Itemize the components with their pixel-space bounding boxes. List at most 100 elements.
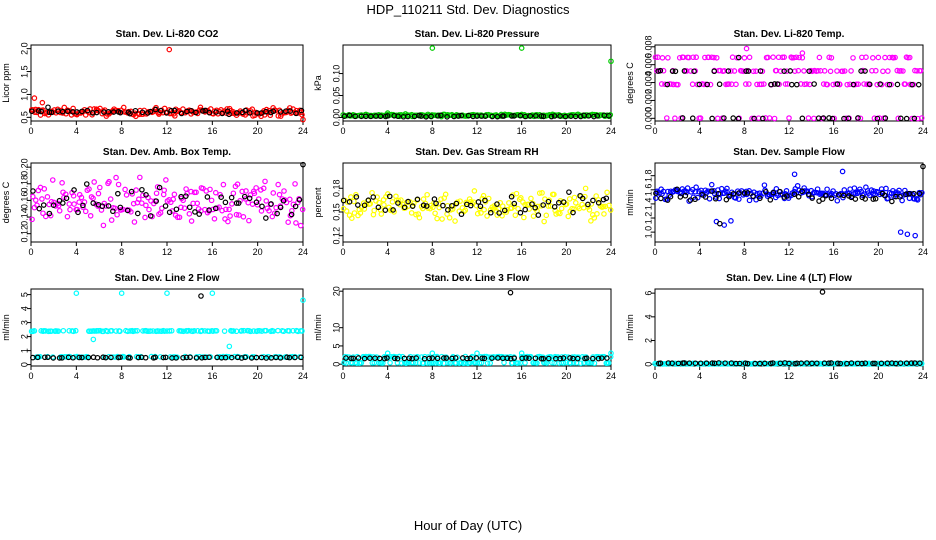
data-point [94,354,101,361]
data-point [526,355,532,362]
data-point [799,50,806,56]
panel-title: Stan. Dev. Line 3 Flow [425,273,530,284]
data-point [210,328,216,334]
data-point [839,168,846,175]
data-point [228,194,235,201]
data-point [170,196,177,203]
data-point [515,360,521,366]
data-point [767,197,774,203]
data-point [915,81,922,88]
data-point [55,202,62,209]
data-point [287,108,293,114]
data-point [123,192,130,198]
data-point [774,81,781,87]
data-point [732,195,739,201]
data-point [394,355,401,362]
data-point [286,105,293,111]
data-point [432,210,438,217]
data-point [226,111,232,118]
data-point [511,200,518,207]
data-point [470,354,477,361]
data-point [289,207,295,214]
data-point [95,190,102,197]
data-point [594,113,601,119]
data-point [749,115,755,122]
data-point [549,359,555,366]
data-point [721,115,727,121]
data-point [253,199,260,206]
data-point [708,54,715,61]
data-point [736,360,743,367]
data-point [885,68,891,74]
data-point [462,207,469,214]
data-point [594,211,600,217]
data-point [548,113,555,120]
data-point [829,115,836,122]
data-point [904,231,911,238]
data-point [809,195,816,201]
data-point [692,196,698,203]
data-point [828,360,834,366]
data-point [458,211,465,218]
data-point [398,197,404,203]
x-tick-label: 0 [28,371,33,381]
data-point [222,354,229,361]
data-point [117,354,123,361]
data-point [178,204,184,211]
data-point [886,81,893,88]
data-point [484,213,490,219]
data-point [565,213,572,220]
data-point [675,81,681,88]
data-point [557,113,563,119]
panel-title: Stan. Dev. Li-820 Temp. [734,29,845,40]
x-tick-label: 4 [74,126,79,136]
data-point [200,108,206,114]
data-point [429,355,436,361]
data-point [166,209,173,216]
x-tick-label: 20 [561,371,571,381]
data-point [522,206,528,213]
data-point [522,360,528,366]
data-point [566,189,572,195]
data-point [346,199,353,205]
data-point [585,113,592,119]
data-point [156,184,163,191]
x-tick-label: 12 [162,126,172,136]
data-point [799,115,806,122]
data-point [161,187,167,194]
data-point [897,229,904,235]
data-point [300,116,306,123]
data-point [653,190,659,197]
x-tick-label: 24 [298,371,308,381]
data-point [143,202,149,209]
data-point [908,360,915,366]
data-point [570,209,576,216]
data-point [718,185,725,192]
data-point [815,67,821,74]
data-point [286,196,293,203]
data-point [193,355,200,361]
y-tick-label: 0.18 [331,180,341,198]
data-point [745,68,752,74]
data-point [246,217,252,224]
data-point [909,81,915,88]
data-point [912,232,918,239]
data-point [709,188,715,194]
data-point [709,360,716,366]
y-tick-label: 2 [643,338,653,343]
data-point [242,354,249,361]
data-point [225,218,231,225]
data-point [240,214,247,220]
y-tick-label: 1.2 [643,212,653,225]
data-point [467,202,474,209]
y-tick-label: 5 [19,292,29,297]
data-point [348,355,354,362]
data-point [757,68,764,74]
data-point [135,354,142,361]
data-point [482,113,489,119]
data-point [532,204,538,211]
data-point [49,177,56,183]
data-point [464,355,470,362]
data-point [782,81,789,87]
